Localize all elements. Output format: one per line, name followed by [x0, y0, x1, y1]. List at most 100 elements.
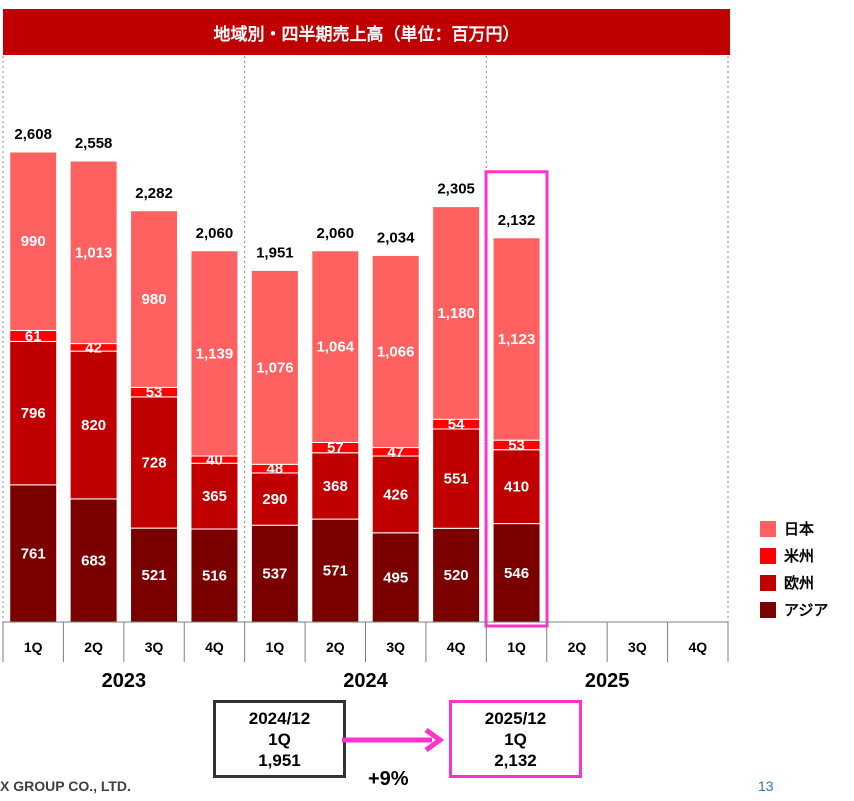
bar-segment-europe [9, 340, 58, 486]
bar-segment-japan [311, 250, 360, 444]
bar-value-label: 571 [323, 563, 348, 580]
bar-segment-japan [190, 250, 239, 457]
quarter-label: 1Q [266, 639, 285, 655]
bar-value-label: 57 [327, 440, 344, 457]
bar-value-label: 1,076 [256, 359, 294, 376]
bar-segment-europe [190, 462, 239, 530]
legend-swatch [760, 520, 776, 537]
bar-value-label: 537 [262, 566, 287, 583]
before-quarter: 1Q [268, 729, 291, 749]
right-arrow-icon [342, 727, 445, 753]
bar-value-label: 551 [444, 471, 469, 488]
bar-total-label: 2,558 [75, 135, 113, 152]
after-period: 2025/12 [484, 708, 547, 728]
legend-item-us: 米州 [760, 542, 828, 569]
quarter-label: 3Q [628, 639, 647, 655]
after-quarter: 1Q [504, 729, 527, 749]
quarter-label: 4Q [447, 639, 466, 655]
bar-value-label: 1,123 [498, 331, 536, 348]
bar-segment-europe [432, 428, 481, 529]
comparison-box-before: 2024/12 1Q 1,951 [213, 700, 346, 778]
quarter-label: 2Q [326, 639, 345, 655]
before-period: 2024/12 [248, 708, 311, 728]
year-label: 2024 [343, 670, 388, 692]
chart-title: 地域別・四半期売上高（単位：百万円） [3, 9, 730, 55]
bar-segment-japan [492, 237, 541, 441]
before-value: 1,951 [258, 750, 301, 770]
bar-value-label: 53 [508, 437, 525, 454]
bar-segment-japan [250, 269, 299, 465]
bar-value-label: 1,139 [196, 345, 234, 362]
bar-value-label: 990 [21, 233, 46, 250]
after-value: 2,132 [494, 750, 537, 770]
year-label: 2025 [585, 670, 630, 692]
bar-segment-japan [69, 160, 118, 345]
bar-total-label: 2,060 [317, 225, 355, 242]
legend-label: 欧州 [784, 574, 815, 592]
bar-segment-europe [492, 449, 541, 525]
bar-value-label: 820 [81, 417, 106, 434]
quarter-label: 2Q [568, 639, 587, 655]
footer-company: X GROUP CO., LTD. [0, 778, 131, 794]
quarter-label: 1Q [507, 639, 526, 655]
quarter-label: 2Q [84, 639, 103, 655]
bar-segment-europe [250, 472, 299, 526]
bar-value-label: 495 [383, 569, 408, 586]
bar-segment-asia [250, 524, 299, 623]
bar-total-label: 2,282 [135, 185, 173, 202]
bar-value-label: 426 [383, 486, 408, 503]
legend-label: アジア [784, 601, 829, 619]
quarter-label: 4Q [688, 639, 707, 655]
bar-total-label: 1,951 [256, 244, 294, 261]
legend-swatch [760, 574, 776, 591]
bar-value-label: 683 [81, 552, 106, 569]
bar-segment-europe [311, 452, 360, 520]
legend-item-asia: アジア [760, 596, 828, 623]
bar-total-label: 2,305 [437, 181, 475, 198]
quarter-label: 1Q [24, 639, 43, 655]
bar-value-label: 1,180 [437, 305, 475, 322]
bar-value-label: 54 [448, 416, 465, 433]
stacked-bar-chart: 761796619902,608683820421,0132,558521728… [2, 56, 729, 692]
bar-segment-japan [371, 254, 420, 449]
bar-total-label: 2,060 [196, 225, 234, 242]
bar-value-label: 61 [25, 328, 42, 345]
bar-value-label: 546 [504, 565, 529, 582]
bar-segment-asia [130, 527, 179, 623]
bar-value-label: 368 [323, 478, 348, 495]
legend-label: 米州 [784, 547, 815, 565]
bar-segment-asia [190, 528, 239, 623]
bar-value-label: 516 [202, 568, 227, 585]
legend-label: 日本 [784, 520, 815, 538]
page-number: 13 [758, 778, 774, 794]
bar-segment-europe [371, 455, 420, 534]
bar-value-label: 1,013 [75, 244, 113, 261]
bar-value-label: 728 [142, 455, 167, 472]
bar-value-label: 1,064 [317, 339, 355, 356]
legend-item-japan: 日本 [760, 515, 828, 542]
bar-segment-asia [432, 527, 481, 623]
bar-total-label: 2,034 [377, 229, 415, 246]
bar-value-label: 520 [444, 567, 469, 584]
bar-value-label: 1,066 [377, 343, 415, 360]
bar-value-label: 48 [267, 461, 284, 478]
legend: 日本 米州 欧州 アジア [760, 515, 828, 623]
bar-segment-asia [371, 532, 420, 623]
quarter-label: 3Q [145, 639, 164, 655]
legend-swatch [760, 601, 776, 618]
legend-item-europe: 欧州 [760, 569, 828, 596]
bar-segment-japan [432, 206, 481, 420]
bar-total-label: 2,608 [14, 126, 52, 143]
bar-value-label: 761 [21, 545, 46, 562]
bar-value-label: 521 [142, 567, 167, 584]
bar-value-label: 410 [504, 479, 529, 496]
comparison-box-after: 2025/12 1Q 2,132 [449, 700, 582, 778]
bar-value-label: 980 [142, 291, 167, 308]
highlight-box [484, 170, 549, 628]
bar-value-label: 53 [146, 384, 163, 401]
year-label: 2023 [102, 670, 147, 692]
quarter-label: 3Q [386, 639, 405, 655]
bar-segment-japan [130, 210, 179, 388]
growth-rate: +9% [368, 768, 409, 790]
bar-value-label: 290 [262, 491, 287, 508]
